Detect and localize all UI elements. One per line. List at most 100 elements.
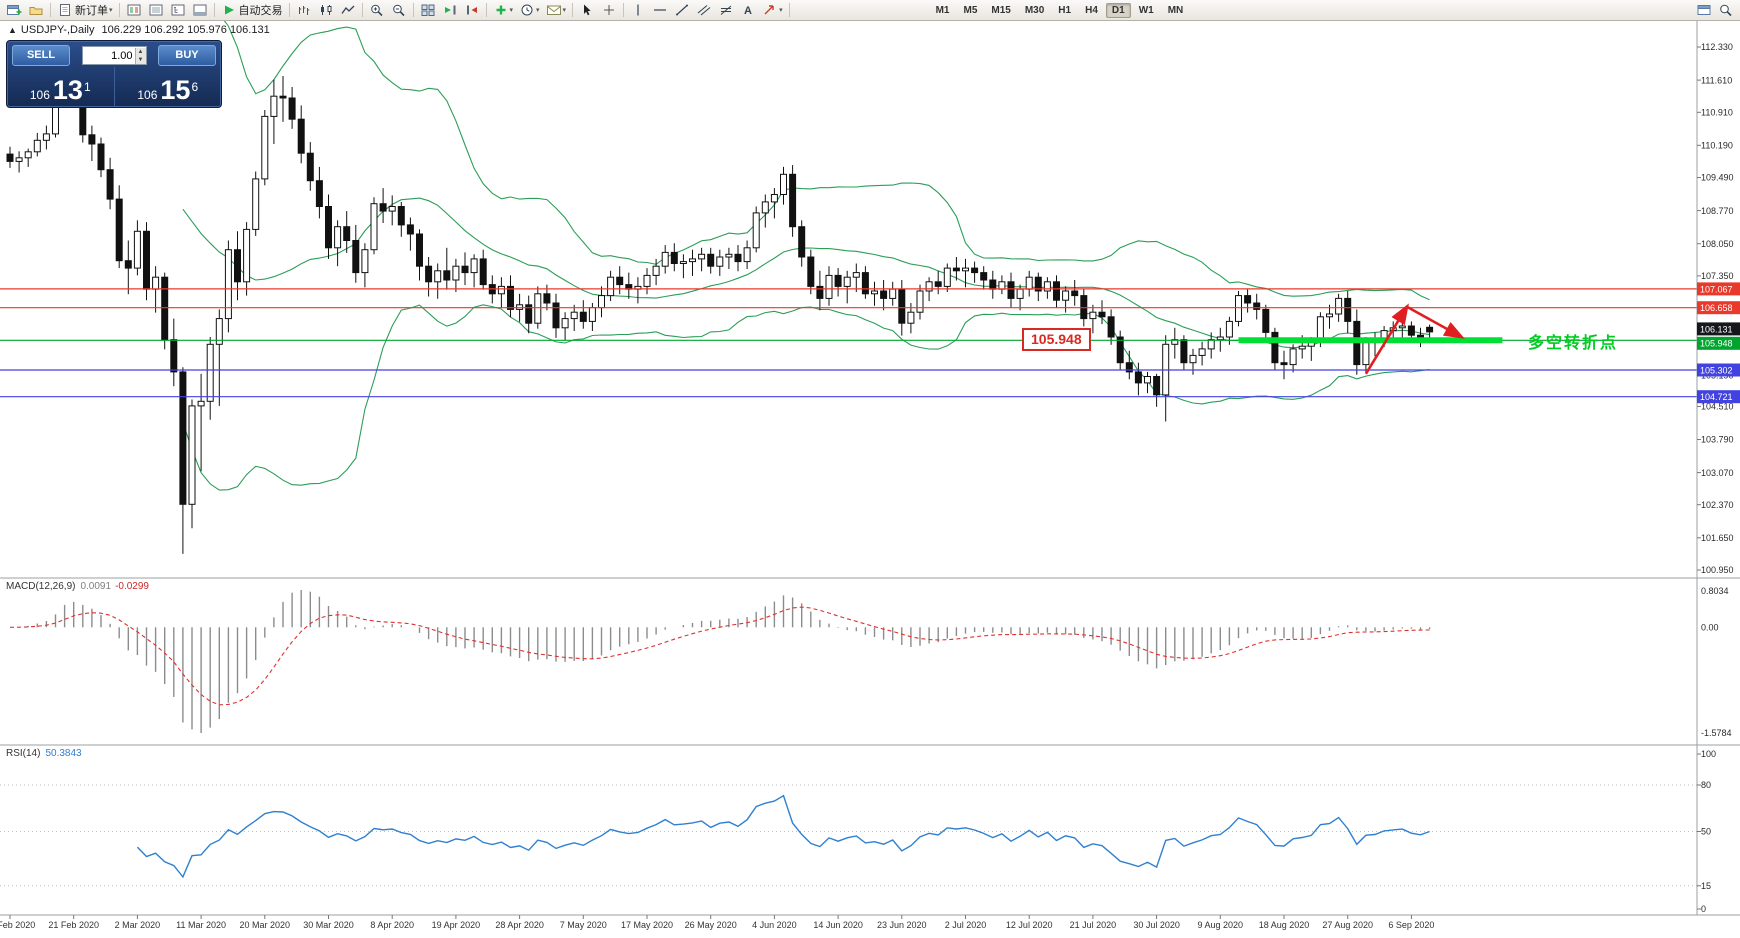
crosshair-button[interactable] bbox=[598, 0, 620, 20]
fibonacci-icon bbox=[720, 5, 732, 15]
data-window-button[interactable] bbox=[145, 0, 167, 20]
svg-text:107.067: 107.067 bbox=[1700, 284, 1733, 294]
auto-scroll-button[interactable] bbox=[439, 0, 461, 20]
tile-windows-icon bbox=[421, 4, 435, 16]
chart-shift-icon bbox=[466, 5, 477, 15]
svg-text:50: 50 bbox=[1701, 827, 1711, 837]
zoom-out-button[interactable] bbox=[388, 0, 410, 20]
chart-shift-button[interactable] bbox=[461, 0, 483, 20]
svg-text:106.658: 106.658 bbox=[1700, 303, 1733, 313]
buy-price-sup: 6 bbox=[191, 80, 199, 94]
buy-button[interactable]: BUY bbox=[158, 45, 216, 66]
svg-text:112.330: 112.330 bbox=[1701, 42, 1733, 52]
svg-text:21 Feb 2020: 21 Feb 2020 bbox=[48, 920, 99, 930]
svg-text:108.050: 108.050 bbox=[1701, 239, 1734, 249]
svg-text:0.8034: 0.8034 bbox=[1701, 586, 1729, 596]
svg-text:101.650: 101.650 bbox=[1701, 533, 1734, 543]
tile-windows-button[interactable] bbox=[417, 0, 439, 20]
autotrading-button[interactable]: 自动交易 bbox=[218, 0, 286, 20]
timeframe-mn[interactable]: MN bbox=[1167, 4, 1184, 16]
pane-borders bbox=[0, 20, 1740, 916]
fibonacci-button[interactable] bbox=[715, 0, 737, 20]
zoom-in-button[interactable] bbox=[366, 0, 388, 20]
sell-button[interactable]: SELL bbox=[12, 45, 70, 66]
toolbar-separator bbox=[623, 3, 625, 17]
indicators-caret-icon[interactable]: ▾ bbox=[509, 7, 514, 14]
price-level-annotation[interactable]: 105.948 bbox=[1022, 328, 1091, 351]
price-badges: 107.067 106.658 105.948 105.302 104.721 106.1… bbox=[1697, 282, 1740, 404]
turning-point-annotation[interactable]: 多空转折点 bbox=[1528, 335, 1619, 352]
sell-price[interactable]: 106 13 1 bbox=[7, 67, 114, 107]
svg-text:103.070: 103.070 bbox=[1701, 468, 1734, 478]
macd-signal-line bbox=[9, 606, 1430, 706]
panel-collapse-icon[interactable]: ▲ bbox=[8, 25, 17, 35]
vertical-line-button[interactable] bbox=[627, 0, 649, 20]
timeframe-d1[interactable]: D1 bbox=[1105, 2, 1131, 18]
macd-signal-value: -0.0299 bbox=[115, 581, 149, 592]
timeframe-m1[interactable]: M1 bbox=[935, 4, 950, 16]
svg-text:12 Feb 2020: 12 Feb 2020 bbox=[0, 920, 35, 930]
toolbar-separator bbox=[118, 3, 120, 17]
svg-text:11 Mar 2020: 11 Mar 2020 bbox=[176, 920, 226, 930]
date-axis[interactable]: 12 Feb 2020 21 Feb 2020 2 Mar 2020 11 Mar 2… bbox=[0, 915, 1434, 930]
chart-bars-button[interactable] bbox=[293, 0, 315, 20]
search-button[interactable] bbox=[1715, 0, 1737, 20]
periods-button[interactable]: ▾ bbox=[516, 0, 543, 20]
cursor-button[interactable] bbox=[576, 0, 598, 20]
svg-text:12 Jul 2020: 12 Jul 2020 bbox=[1006, 920, 1053, 930]
bollinger-bands bbox=[182, 20, 1430, 491]
zoom-in-icon bbox=[370, 4, 383, 17]
sell-price-sup: 1 bbox=[83, 80, 91, 94]
volume-down-icon[interactable]: ▼ bbox=[134, 55, 146, 64]
timeframe-w1[interactable]: W1 bbox=[1138, 4, 1154, 16]
svg-text:9 Aug 2020: 9 Aug 2020 bbox=[1198, 920, 1244, 930]
timeframe-h1[interactable]: H1 bbox=[1058, 4, 1072, 16]
toolbar-separator bbox=[485, 3, 487, 17]
macd-axis[interactable]: 0.8034 0.00 -1.5784 bbox=[1701, 586, 1732, 738]
arrows-caret-icon[interactable]: ▾ bbox=[779, 7, 783, 14]
new-chart-button[interactable] bbox=[3, 0, 25, 20]
timeframe-m30[interactable]: M30 bbox=[1024, 4, 1045, 16]
profiles-button[interactable] bbox=[25, 0, 47, 20]
timeframe-h4[interactable]: H4 bbox=[1085, 4, 1098, 16]
new-order-button[interactable]: 新订单 ▾ bbox=[54, 0, 116, 20]
rsi-axis[interactable]: 100 80 50 15 0 bbox=[1697, 749, 1716, 914]
navigator-button[interactable] bbox=[167, 0, 189, 20]
price-badge: 106.658 bbox=[1697, 301, 1740, 315]
chart-candles-button[interactable] bbox=[315, 0, 337, 20]
buy-price-big: 15 bbox=[160, 75, 191, 106]
trend-arrows[interactable] bbox=[1364, 303, 1465, 375]
chart-line-button[interactable] bbox=[337, 0, 359, 20]
autotrading-icon bbox=[224, 5, 234, 15]
arrows-button[interactable]: ▾ bbox=[759, 0, 786, 20]
new-order-caret-icon[interactable]: ▾ bbox=[109, 7, 113, 14]
volume-input[interactable] bbox=[82, 48, 135, 63]
volume-up-icon[interactable]: ▲ bbox=[134, 47, 146, 56]
candles-layer bbox=[6, 52, 1434, 554]
data-window-icon bbox=[149, 4, 163, 16]
terminal-button[interactable] bbox=[189, 0, 211, 20]
buy-price[interactable]: 106 15 6 bbox=[113, 67, 222, 107]
trendline-button[interactable] bbox=[671, 0, 693, 20]
svg-text:14 Jun 2020: 14 Jun 2020 bbox=[813, 920, 863, 930]
navigator-icon bbox=[171, 4, 185, 16]
templates-button[interactable]: ▾ bbox=[543, 0, 570, 20]
one-click-trade-panel: SELL ▲ ▼ BUY 106 13 1 106 15 6 bbox=[6, 40, 222, 108]
text-button[interactable]: A bbox=[737, 0, 759, 20]
horizontal-lines[interactable] bbox=[0, 288, 1697, 398]
svg-text:111.610: 111.610 bbox=[1701, 75, 1732, 85]
periods-icon bbox=[521, 4, 533, 16]
horizontal-line-button[interactable] bbox=[649, 0, 671, 20]
windows-list-button[interactable] bbox=[1693, 0, 1715, 20]
ohlc-values: 106.229 106.292 105.976 106.131 bbox=[101, 24, 270, 36]
channel-button[interactable] bbox=[693, 0, 715, 20]
svg-text:100.950: 100.950 bbox=[1701, 565, 1734, 575]
timeframe-m15[interactable]: M15 bbox=[991, 4, 1011, 16]
periods-caret-icon[interactable]: ▾ bbox=[536, 7, 540, 14]
chart-bars-icon bbox=[298, 6, 309, 15]
market-watch-button[interactable] bbox=[123, 0, 145, 20]
indicators-button[interactable]: ▾ bbox=[490, 0, 517, 20]
templates-caret-icon[interactable]: ▾ bbox=[562, 7, 567, 14]
timeframe-m5[interactable]: M5 bbox=[963, 4, 978, 16]
